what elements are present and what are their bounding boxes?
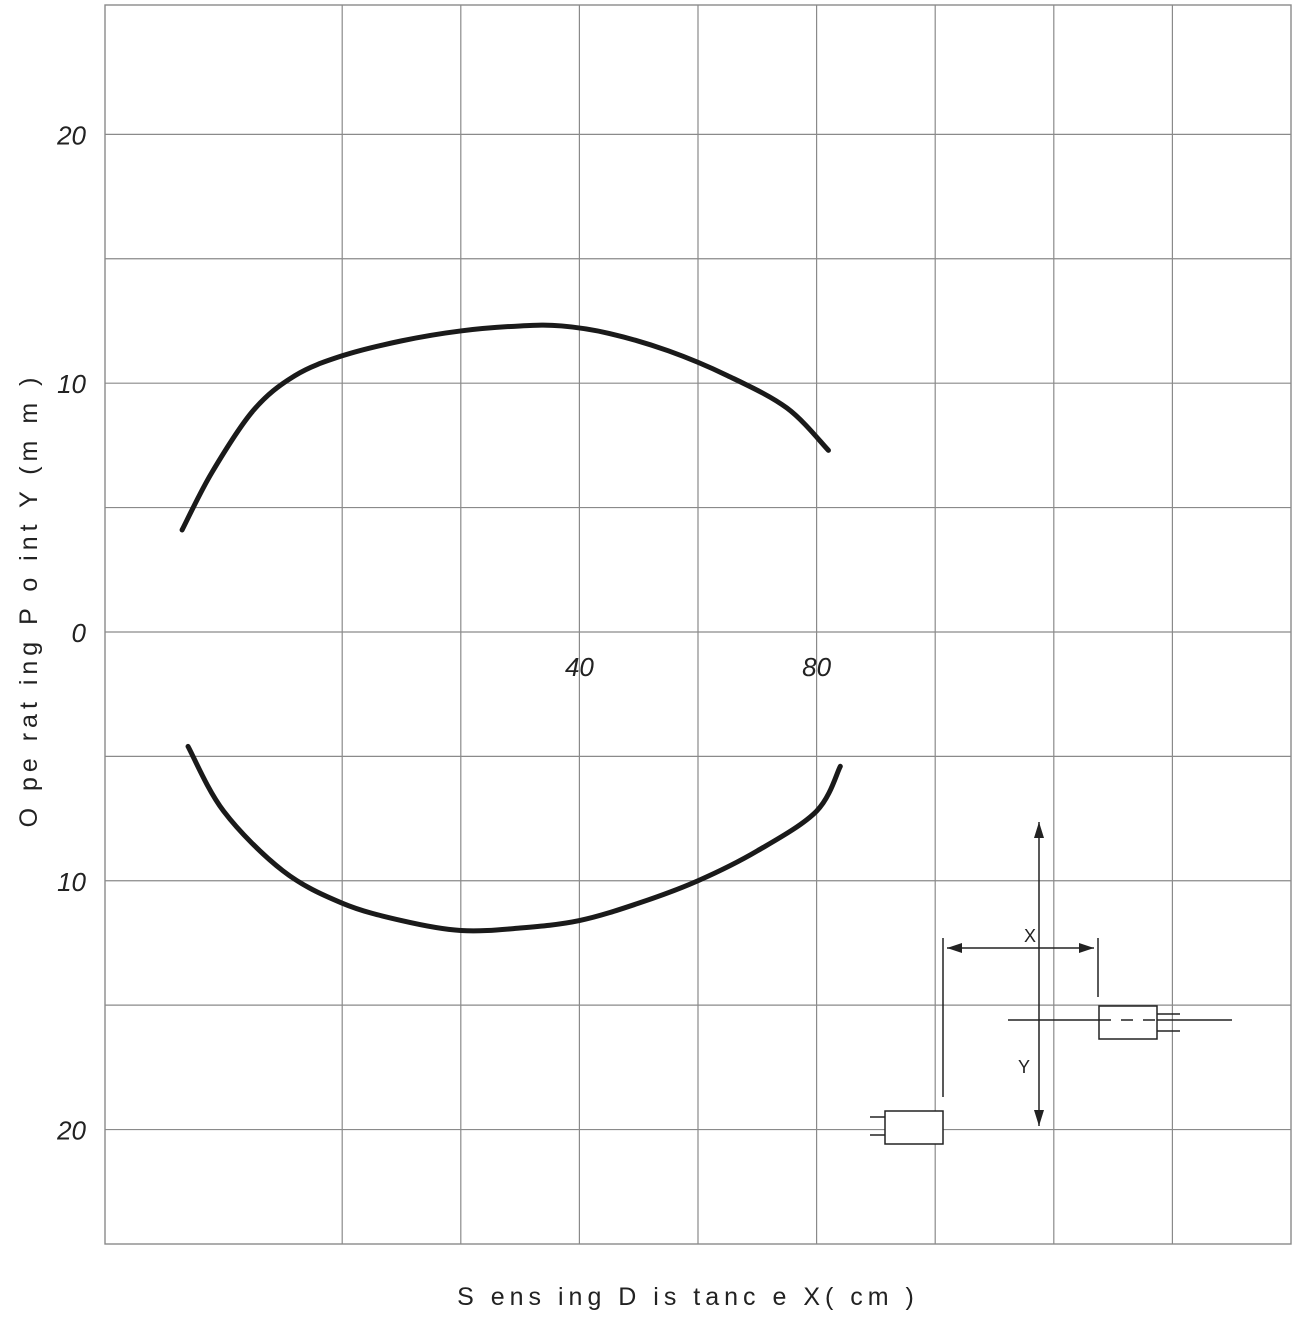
series-line-1 — [179, 322, 831, 533]
series-line-2 — [185, 743, 843, 934]
diagram-y-label: Y — [1018, 1057, 1030, 1077]
y-axis-title: O pe rat ing P o int Y (m m ) — [15, 373, 43, 828]
y-tick-label: 20 — [56, 120, 86, 150]
diagram-x-arrow-left — [947, 943, 962, 953]
y-tick-label: 0 — [72, 618, 87, 648]
tick-labels: 20 10 0 10 20 40 80 — [56, 120, 832, 1145]
y-tick-label: 20 — [56, 1116, 86, 1146]
diagram-x-label: X — [1024, 926, 1036, 946]
diagram-receiver-box — [1098, 1005, 1158, 1040]
y-tick-label: 10 — [57, 369, 86, 399]
diagram-emitter-box — [884, 1110, 944, 1145]
series-layer — [179, 322, 843, 934]
grid — [104, 4, 1292, 1245]
y-tick-label: 10 — [57, 867, 86, 897]
plot-frame — [104, 4, 1292, 1245]
x-tick-label: 40 — [565, 652, 594, 682]
diagram-y-arrow-up — [1034, 822, 1044, 838]
x-axis-title: S ens ing D is tanc e X( cm ) — [457, 1283, 919, 1311]
diagram-x-arrow-right — [1079, 943, 1094, 953]
diagram-y-arrow-down — [1034, 1110, 1044, 1126]
x-tick-label: 80 — [802, 652, 831, 682]
inset-diagram: X Y — [870, 822, 1232, 1145]
